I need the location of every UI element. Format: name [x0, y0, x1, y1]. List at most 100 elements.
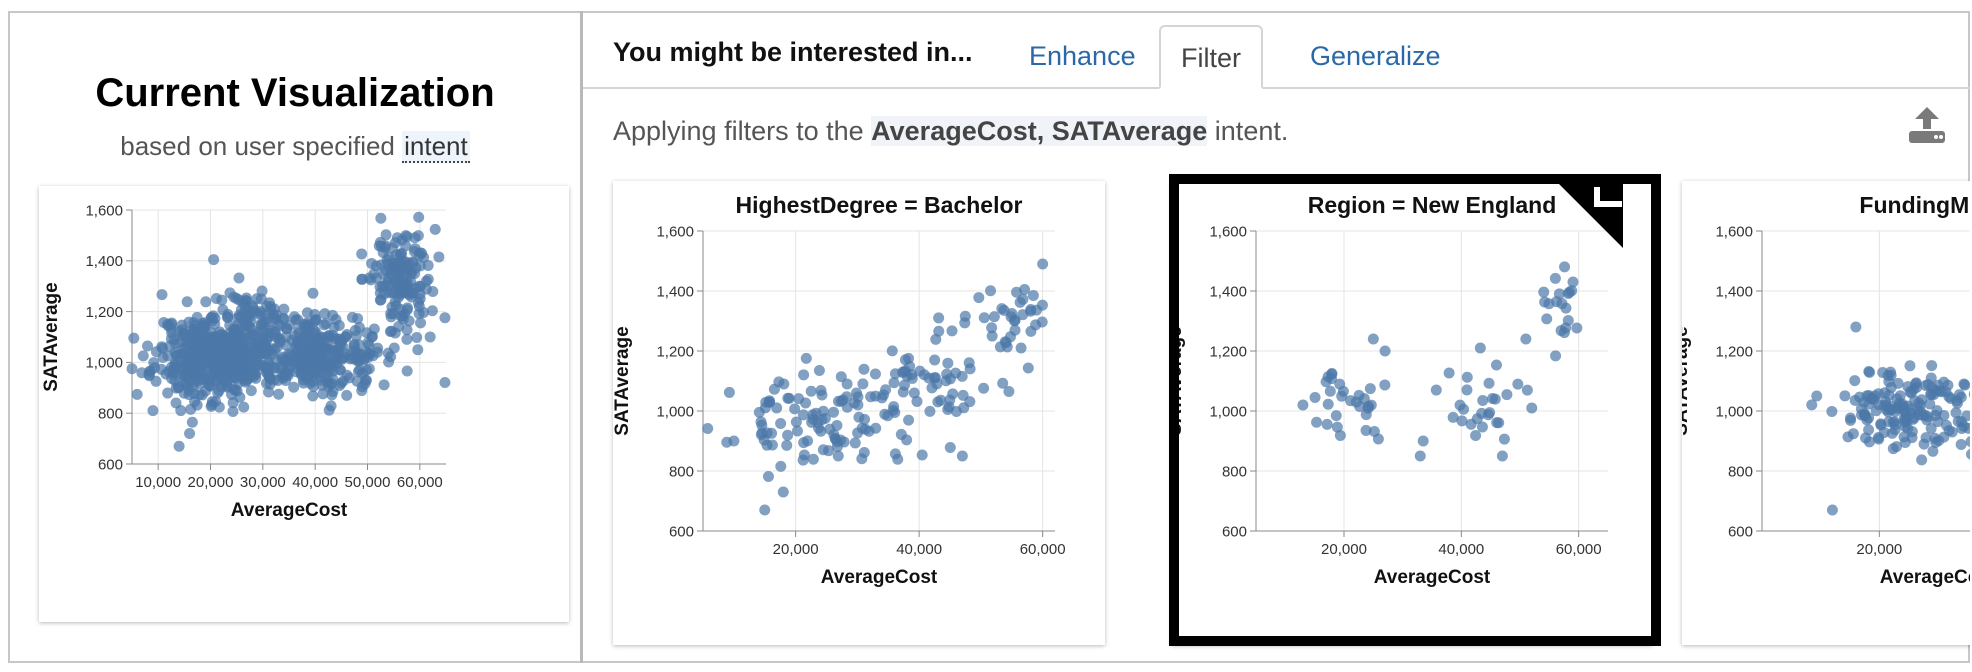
- scatter-chart: 600 800 1,000 1,200 1,400 1,600 20,000 AverageC…: [1671, 192, 1970, 588]
- data-point: [1521, 384, 1533, 396]
- recommendation-tabbar: You might be interested in... Enhance Fi…: [583, 13, 1970, 89]
- data-point: [1959, 379, 1970, 391]
- y-axis-label: SATAverage: [41, 282, 62, 391]
- data-point: [244, 369, 256, 381]
- data-point: [208, 254, 220, 266]
- data-point: [1458, 403, 1470, 415]
- data-point: [756, 427, 768, 439]
- data-point: [798, 369, 810, 381]
- data-point: [280, 331, 292, 343]
- y-tick-label: 1,400: [85, 253, 123, 270]
- data-point: [782, 392, 794, 404]
- data-point: [401, 365, 413, 377]
- data-point: [1372, 433, 1384, 445]
- data-point: [402, 258, 414, 270]
- data-point: [903, 414, 915, 426]
- data-point: [1896, 398, 1908, 410]
- data-point: [1845, 414, 1857, 426]
- x-tick-label: 20,000: [773, 541, 819, 558]
- data-point: [930, 333, 942, 345]
- data-point: [1037, 258, 1049, 270]
- data-point: [807, 453, 819, 465]
- recommendation-card[interactable]: 600 800 1,000 1,200 1,400 1,600 20,000 AverageC…: [1671, 181, 1970, 645]
- data-point: [181, 296, 193, 308]
- data-point: [964, 396, 976, 408]
- tab-generalize[interactable]: Generalize: [1310, 41, 1441, 71]
- data-point: [831, 419, 843, 431]
- y-tick-label: 1,200: [656, 343, 694, 360]
- data-point: [944, 394, 956, 406]
- filter-desc-suffix: intent.: [1214, 116, 1289, 146]
- current-chart-card[interactable]: 600 800 1,000 1,200 1,400 1,600 10,000 20,000 30…: [39, 186, 569, 622]
- recommendation-card-selected[interactable]: 600 800 1,000 1,200 1,400 1,600 20,000 40,000 60…: [1165, 181, 1653, 645]
- data-point: [371, 346, 383, 358]
- data-point: [1477, 395, 1489, 407]
- data-point: [771, 402, 783, 414]
- x-tick-label: 60,000: [1020, 541, 1066, 558]
- x-axis-label: AverageCost: [821, 567, 938, 588]
- data-point: [185, 330, 197, 342]
- data-point: [1952, 415, 1964, 427]
- intent-chip[interactable]: intent: [402, 131, 470, 163]
- data-point: [1891, 441, 1903, 453]
- data-point: [412, 297, 424, 309]
- chart-title: HighestDegree = Bachelor: [736, 192, 1023, 218]
- data-point: [1490, 359, 1502, 371]
- data-point: [837, 394, 849, 406]
- y-tick-label: 600: [669, 523, 694, 540]
- data-point: [950, 367, 962, 379]
- data-points: [1297, 261, 1583, 462]
- panel-divider[interactable]: [580, 11, 583, 663]
- subtitle-text: based on user specified: [120, 131, 395, 161]
- data-point: [841, 378, 853, 390]
- data-point: [1904, 386, 1916, 398]
- data-point: [394, 287, 406, 299]
- y-tick-label: 1,000: [656, 403, 694, 420]
- data-point: [415, 317, 427, 329]
- data-point: [815, 385, 827, 397]
- y-axis-label: SATAverage: [613, 326, 633, 435]
- x-axis-label: AverageCost: [231, 500, 348, 521]
- recommendation-card[interactable]: 600 800 1,000 1,200 1,400 1,600 20,000 40,000 60…: [612, 181, 1105, 645]
- data-point: [233, 309, 245, 321]
- upload-icon: [1909, 107, 1945, 143]
- data-point: [800, 397, 812, 409]
- selected-corner-badge[interactable]: [1549, 174, 1623, 248]
- data-point: [1811, 390, 1823, 402]
- data-point: [996, 303, 1008, 315]
- data-point: [433, 251, 445, 263]
- data-point: [1470, 429, 1482, 441]
- data-point: [186, 416, 198, 428]
- data-point: [243, 347, 255, 359]
- tab-filter[interactable]: Filter: [1159, 25, 1263, 89]
- data-point: [301, 317, 313, 329]
- data-point: [356, 381, 368, 393]
- data-point: [1417, 435, 1429, 447]
- current-visualization-subtitle: based on user specified intent: [10, 131, 580, 163]
- data-point: [363, 363, 375, 375]
- export-button[interactable]: [1905, 103, 1949, 147]
- data-point: [409, 243, 421, 255]
- data-point: [1858, 396, 1870, 408]
- data-point: [1872, 388, 1884, 400]
- data-point: [316, 379, 328, 391]
- data-point: [157, 351, 169, 363]
- data-point: [1567, 276, 1579, 288]
- data-point: [328, 321, 340, 333]
- data-point: [929, 354, 941, 366]
- data-point: [1025, 305, 1037, 317]
- data-point: [375, 212, 387, 224]
- data-point: [986, 330, 998, 342]
- data-point: [911, 395, 923, 407]
- data-point: [142, 340, 154, 352]
- data-point: [383, 356, 395, 368]
- x-tick-label: 50,000: [345, 474, 391, 491]
- y-tick-label: 800: [1222, 463, 1247, 480]
- current-visualization-panel: Current Visualization based on user spec…: [10, 13, 580, 661]
- data-point: [378, 379, 390, 391]
- y-tick-label: 800: [98, 405, 123, 422]
- data-point: [290, 314, 302, 326]
- x-tick-label: 40,000: [1438, 541, 1484, 558]
- data-point: [835, 434, 847, 446]
- tab-enhance[interactable]: Enhance: [1029, 41, 1136, 71]
